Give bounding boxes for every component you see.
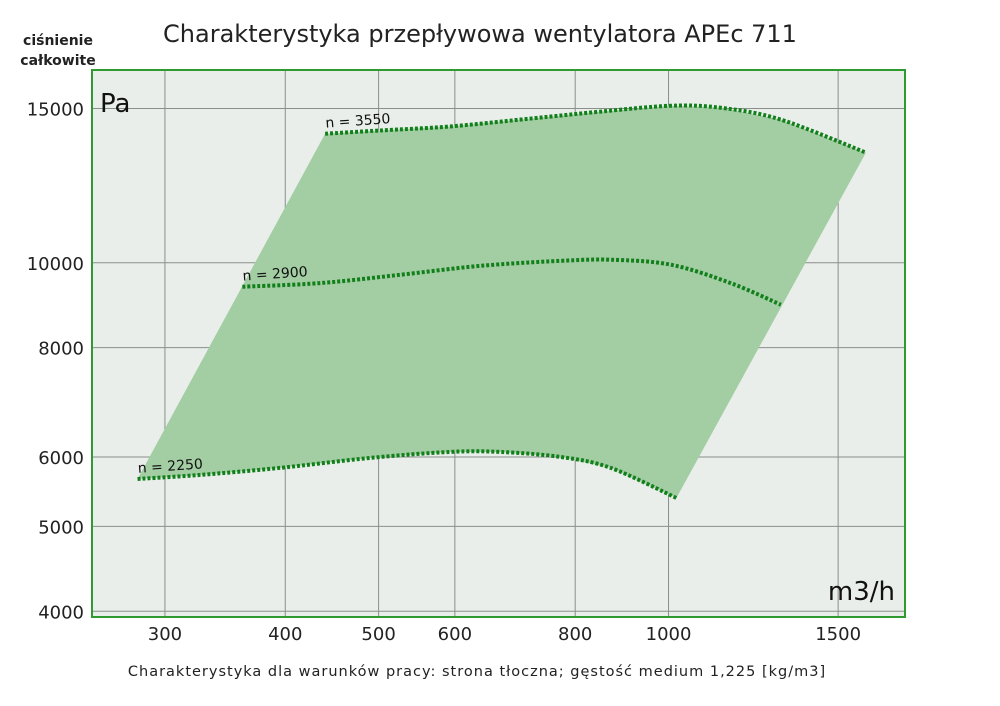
y-tick-label: 4000 <box>38 602 84 623</box>
speed-curve-3550 <box>325 103 867 155</box>
curve-label: n = 2250 <box>137 456 203 477</box>
x-tick-label: 1000 <box>646 624 692 645</box>
x-tick-label: 1500 <box>815 624 861 645</box>
y-tick-label: 8000 <box>38 339 84 360</box>
x-unit-label: m3/h <box>828 577 895 607</box>
y-tick-label: 15000 <box>27 100 84 121</box>
y-tick-label: 6000 <box>38 448 84 469</box>
x-tick-label: 300 <box>148 624 182 645</box>
x-tick-label: 500 <box>361 624 395 645</box>
y-unit-label: Pa <box>100 89 130 119</box>
curve-label: n = 3550 <box>325 111 391 132</box>
y-axis-label-line1: ciśnienie <box>23 33 93 49</box>
operating-region <box>137 105 866 498</box>
x-tick-label: 800 <box>558 624 592 645</box>
chart-footer: Charakterystyka dla warunków pracy: stro… <box>128 664 826 680</box>
y-tick-label: 5000 <box>38 517 84 538</box>
plot-border <box>91 69 906 618</box>
x-tick-label: 600 <box>438 624 472 645</box>
speed-curve-2250 <box>137 449 678 500</box>
speed-curve-2900 <box>242 257 782 307</box>
x-tick-label: 400 <box>268 624 302 645</box>
chart-title: Charakterystyka przepływowa wentylatora … <box>163 20 797 48</box>
y-axis-label-line2: całkowite <box>20 53 95 69</box>
y-tick-label: 10000 <box>27 254 84 275</box>
curve-label: n = 2900 <box>242 264 308 285</box>
